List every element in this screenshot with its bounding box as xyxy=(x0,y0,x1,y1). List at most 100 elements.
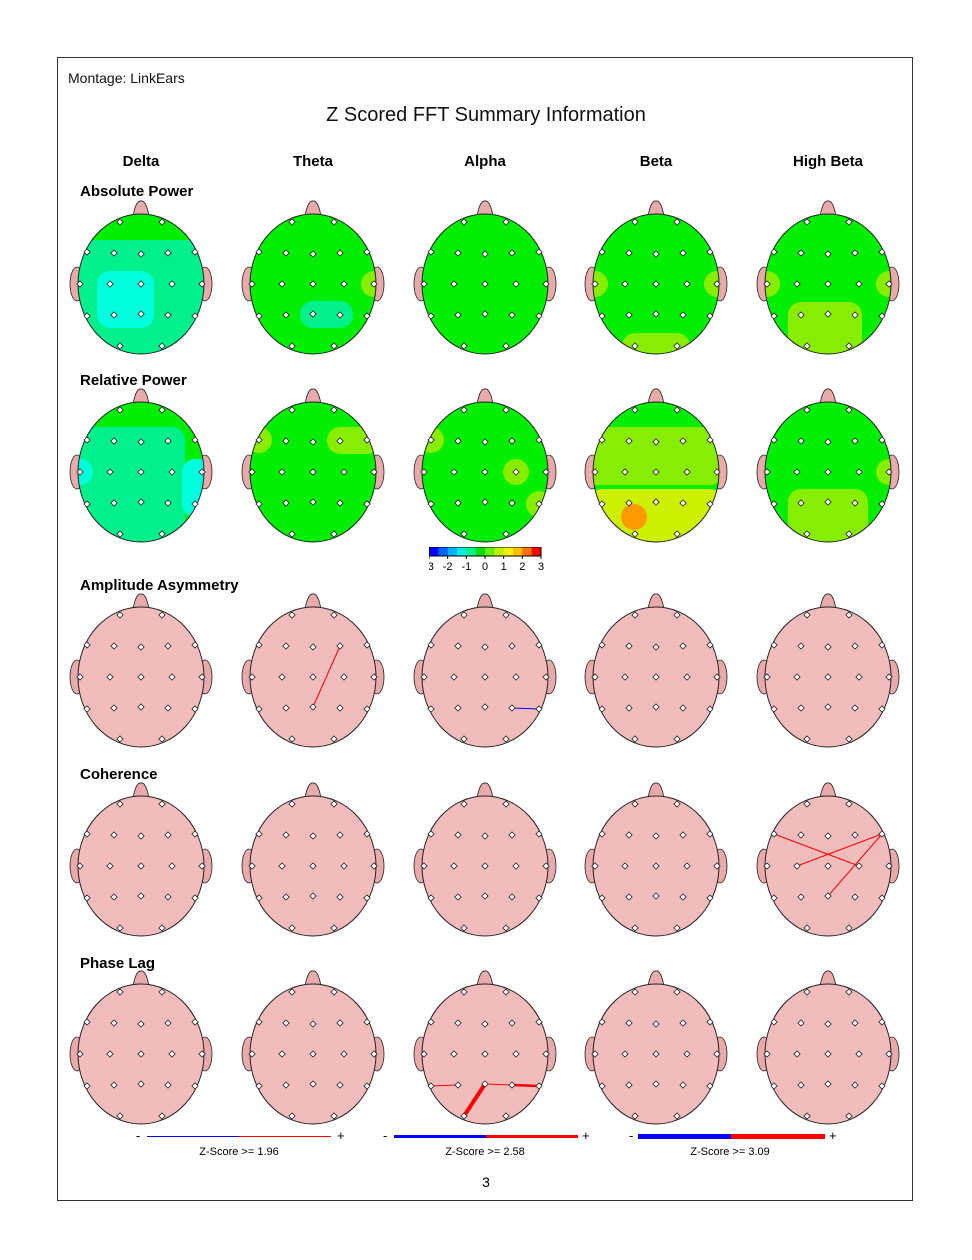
electrode-O2 xyxy=(330,530,338,538)
electrode-Fp1 xyxy=(460,406,468,414)
electrode-T5 xyxy=(427,500,435,508)
electrode-F3 xyxy=(625,1019,633,1027)
electrode-P3 xyxy=(282,499,290,507)
electrode-F3 xyxy=(282,642,290,650)
head-map-absolute-power-high-beta xyxy=(753,196,903,366)
electrode-F8 xyxy=(535,248,543,256)
nose-shape xyxy=(304,388,322,405)
electrode-T6 xyxy=(535,705,543,713)
electrode-F4 xyxy=(336,437,344,445)
electrode-Fp1 xyxy=(116,800,124,808)
electrode-C4 xyxy=(168,1050,176,1058)
electrode-T6 xyxy=(363,705,371,713)
electrode-Fz xyxy=(309,250,317,258)
electrode-Fp1 xyxy=(116,988,124,996)
electrode-O1 xyxy=(631,735,639,743)
electrode-Fz xyxy=(481,832,489,840)
electrode-C3 xyxy=(621,468,629,476)
electrode-Cz xyxy=(309,1050,317,1058)
electrode-O1 xyxy=(288,342,296,350)
electrode-F7 xyxy=(255,641,263,649)
electrode-P4 xyxy=(679,704,687,712)
electrode-O1 xyxy=(116,924,124,932)
electrode-P4 xyxy=(164,311,172,319)
electrode-P4 xyxy=(508,499,516,507)
electrode-O2 xyxy=(673,530,681,538)
electrode-P3 xyxy=(625,311,633,319)
electrode-F3 xyxy=(797,642,805,650)
electrode-Pz xyxy=(824,703,832,711)
electrode-F4 xyxy=(851,831,859,839)
electrode-Cz xyxy=(309,468,317,476)
row-label-amplitude-asymmetry: Amplitude Asymmetry xyxy=(80,577,239,594)
electrode-O2 xyxy=(845,735,853,743)
electrode-Cz xyxy=(824,468,832,476)
electrode-F8 xyxy=(878,1018,886,1026)
electrode-Cz xyxy=(137,468,145,476)
electrode-C4 xyxy=(512,468,520,476)
nose-shape xyxy=(647,970,665,987)
electrode-O2 xyxy=(330,735,338,743)
electrode-P3 xyxy=(625,499,633,507)
page-frame xyxy=(57,57,913,1201)
electrode-O2 xyxy=(845,342,853,350)
colorbar-swatch xyxy=(513,547,523,556)
electrode-F3 xyxy=(282,1019,290,1027)
z-score-region xyxy=(97,271,154,328)
electrode-P4 xyxy=(336,1081,344,1089)
electrode-Fp1 xyxy=(460,988,468,996)
electrode-P3 xyxy=(282,893,290,901)
electrode-O2 xyxy=(330,342,338,350)
electrode-Fp2 xyxy=(673,800,681,808)
electrode-F8 xyxy=(535,830,543,838)
electrode-F4 xyxy=(164,437,172,445)
electrode-Pz xyxy=(481,498,489,506)
electrode-T4 xyxy=(542,468,550,476)
electrode-P4 xyxy=(851,499,859,507)
electrode-Fp2 xyxy=(673,611,681,619)
electrode-O2 xyxy=(502,530,510,538)
electrode-Fp2 xyxy=(673,988,681,996)
electrode-F4 xyxy=(679,249,687,257)
electrode-T6 xyxy=(878,705,886,713)
electrode-P4 xyxy=(508,893,516,901)
electrode-F3 xyxy=(454,437,462,445)
head-map-absolute-power-beta xyxy=(581,196,731,366)
electrode-F4 xyxy=(508,642,516,650)
colorbar-swatch xyxy=(494,547,504,556)
electrode-T3 xyxy=(420,862,428,870)
legend-minus: - xyxy=(383,1128,388,1143)
nose-shape xyxy=(476,388,494,405)
electrode-Fz xyxy=(481,643,489,651)
electrode-O1 xyxy=(460,735,468,743)
z-score-region xyxy=(300,301,353,328)
electrode-Cz xyxy=(309,280,317,288)
electrode-Cz xyxy=(309,862,317,870)
electrode-T3 xyxy=(591,862,599,870)
electrode-Pz xyxy=(652,310,660,318)
electrode-O2 xyxy=(158,342,166,350)
electrode-Fz xyxy=(137,1020,145,1028)
electrode-F7 xyxy=(598,830,606,838)
electrode-O2 xyxy=(158,924,166,932)
electrode-T6 xyxy=(191,312,199,320)
colorbar-swatch xyxy=(438,547,448,556)
nose-shape xyxy=(132,388,150,405)
electrode-O1 xyxy=(288,924,296,932)
electrode-Pz xyxy=(481,310,489,318)
electrode-T5 xyxy=(598,312,606,320)
electrode-F7 xyxy=(598,1018,606,1026)
electrode-T4 xyxy=(198,1050,206,1058)
electrode-Fp1 xyxy=(631,218,639,226)
electrode-C4 xyxy=(512,673,520,681)
head-map-absolute-power-alpha xyxy=(410,196,560,366)
nose-shape xyxy=(647,388,665,405)
electrode-T6 xyxy=(706,894,714,902)
electrode-C3 xyxy=(450,862,458,870)
electrode-O2 xyxy=(330,924,338,932)
electrode-F8 xyxy=(706,641,714,649)
electrode-O2 xyxy=(502,924,510,932)
electrode-Fz xyxy=(824,832,832,840)
electrode-O1 xyxy=(803,924,811,932)
electrode-F4 xyxy=(336,1019,344,1027)
